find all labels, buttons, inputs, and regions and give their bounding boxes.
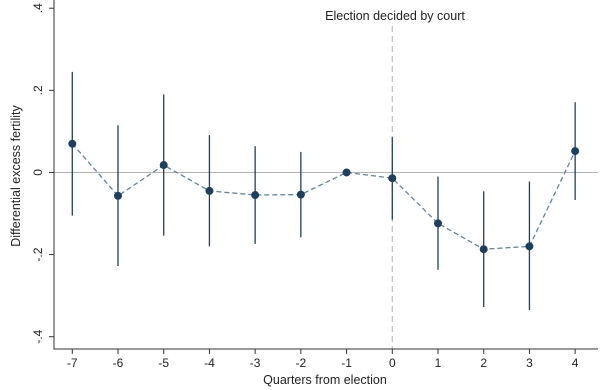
- point-estimate: [159, 161, 168, 170]
- x-tick-label: -3: [250, 356, 261, 370]
- point-estimate: [114, 191, 122, 200]
- y-tick-label: .4: [31, 3, 45, 13]
- x-tick-label: 0: [389, 356, 396, 370]
- plot-area: [54, 26, 598, 349]
- point-estimate: [571, 147, 580, 156]
- y-tick-label: -.4: [31, 329, 45, 343]
- axes: -7 -6 -5 -4 -3 -2 -1 0 1 2 3 4 -.4 -.2 0 .2 .4: [31, 0, 598, 370]
- x-tick-label: -7: [67, 356, 78, 370]
- point-estimate: [434, 219, 442, 228]
- x-tick-label: -2: [296, 356, 307, 370]
- x-tick-label: 1: [435, 356, 442, 370]
- estimate-connector-line: [71, 143, 576, 250]
- x-tick-label: -1: [341, 356, 352, 370]
- point-estimate: [479, 245, 488, 254]
- y-tick-label: .2: [31, 85, 45, 95]
- point-estimate: [388, 174, 397, 183]
- x-tick-label: 2: [480, 356, 487, 370]
- point-estimate: [342, 168, 351, 177]
- point-estimate: [251, 191, 260, 200]
- point-estimate: [205, 186, 214, 195]
- y-axis-title: Differential excess fertility: [9, 105, 23, 247]
- x-tick-label: -5: [158, 356, 169, 370]
- event-annotation: Election decided by court: [325, 9, 465, 23]
- point-estimate: [525, 242, 534, 251]
- x-tick-label: 4: [572, 356, 579, 370]
- y-tick-label: -.2: [31, 247, 45, 261]
- x-axis-title: Quarters from election: [263, 373, 387, 387]
- x-tick-label: -6: [113, 356, 124, 370]
- x-tick-label: -4: [204, 356, 215, 370]
- point-estimate: [68, 139, 77, 148]
- x-tick-label: 3: [526, 356, 533, 370]
- y-tick-label: 0: [31, 169, 45, 176]
- point-estimate: [296, 190, 305, 199]
